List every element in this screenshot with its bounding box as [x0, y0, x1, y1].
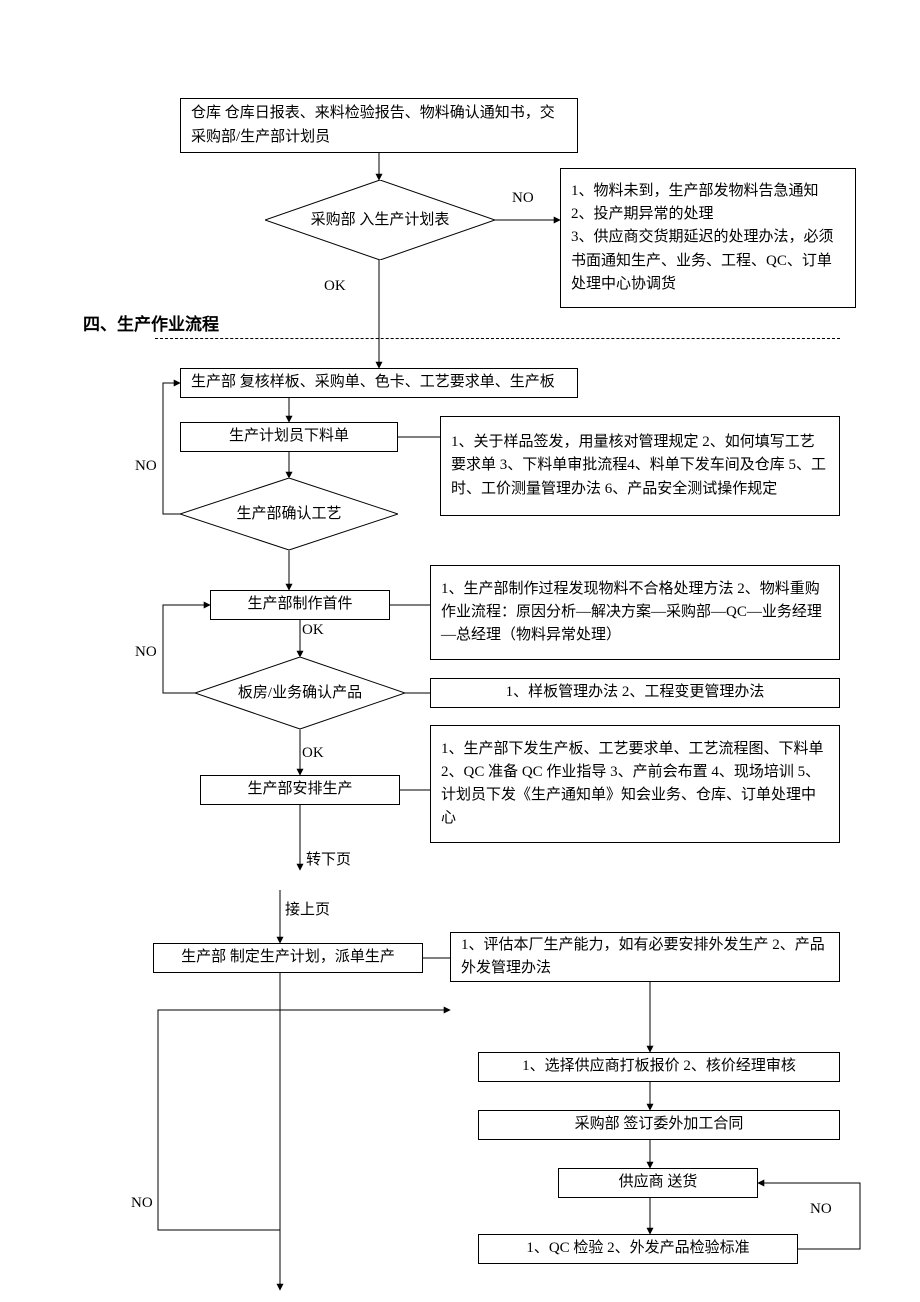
label-ok-2: OK	[302, 622, 324, 639]
label-ok-3: OK	[302, 745, 324, 762]
node-qc-inspection: 1、QC 检验 2、外发产品检验标准	[478, 1234, 798, 1264]
annot-sample-rules: 1、关于样品签发，用量核对管理规定 2、如何填写工艺要求单 3、下料单审批流程4…	[440, 416, 840, 516]
label-next-page: 转下页	[306, 848, 351, 869]
annot-capacity-eval: 1、评估本厂生产能力，如有必要安排外发生产 2、产品外发管理办法	[450, 932, 840, 982]
label-no-4: NO	[131, 1195, 153, 1212]
annot-sample-mgmt: 1、样板管理办法 2、工程变更管理办法	[430, 678, 840, 708]
label-no-5: NO	[810, 1201, 832, 1218]
label-no-3: NO	[135, 644, 157, 661]
node-arrange-production: 生产部安排生产	[200, 775, 400, 805]
node-review-samples: 生产部 复核样板、采购单、色卡、工艺要求单、生产板	[180, 368, 578, 398]
annot-material-issues: 1、物料未到，生产部发物料告急通知 2、投产期异常的处理 3、供应商交货期延迟的…	[560, 168, 856, 308]
node-production-plan: 生产部 制定生产计划，派单生产	[153, 943, 423, 973]
section-heading: 四、生产作业流程	[83, 310, 219, 335]
decision-purchase-plan-label: 采购部 入生产计划表	[265, 180, 495, 260]
decision-confirm-process: 生产部确认工艺	[180, 478, 398, 550]
node-warehouse-reports: 仓库 仓库日报表、来料检验报告、物料确认通知书，交采购部/生产部计划员	[180, 98, 578, 153]
dashed-divider	[155, 338, 840, 339]
decision-confirm-product: 板房/业务确认产品	[195, 657, 405, 729]
decision-confirm-product-label: 板房/业务确认产品	[195, 657, 405, 729]
node-first-article: 生产部制作首件	[210, 590, 390, 620]
node-supplier-quote: 1、选择供应商打板报价 2、核价经理审核	[478, 1052, 840, 1082]
decision-purchase-plan: 采购部 入生产计划表	[265, 180, 495, 260]
label-prev-page: 接上页	[285, 898, 330, 919]
annot-production-prep: 1、生产部下发生产板、工艺要求单、工艺流程图、下料单 2、QC 准备 QC 作业…	[430, 725, 840, 843]
label-ok-1: OK	[324, 278, 346, 295]
decision-confirm-process-label: 生产部确认工艺	[180, 478, 398, 550]
node-supplier-delivery: 供应商 送货	[558, 1168, 758, 1198]
label-no-2: NO	[135, 458, 157, 475]
node-outsource-contract: 采购部 签订委外加工合同	[478, 1110, 840, 1140]
node-cutting-order: 生产计划员下料单	[180, 422, 398, 452]
label-no-1: NO	[512, 190, 534, 207]
annot-material-nc: 1、生产部制作过程发现物料不合格处理方法 2、物料重购作业流程：原因分析—解决方…	[430, 565, 840, 660]
